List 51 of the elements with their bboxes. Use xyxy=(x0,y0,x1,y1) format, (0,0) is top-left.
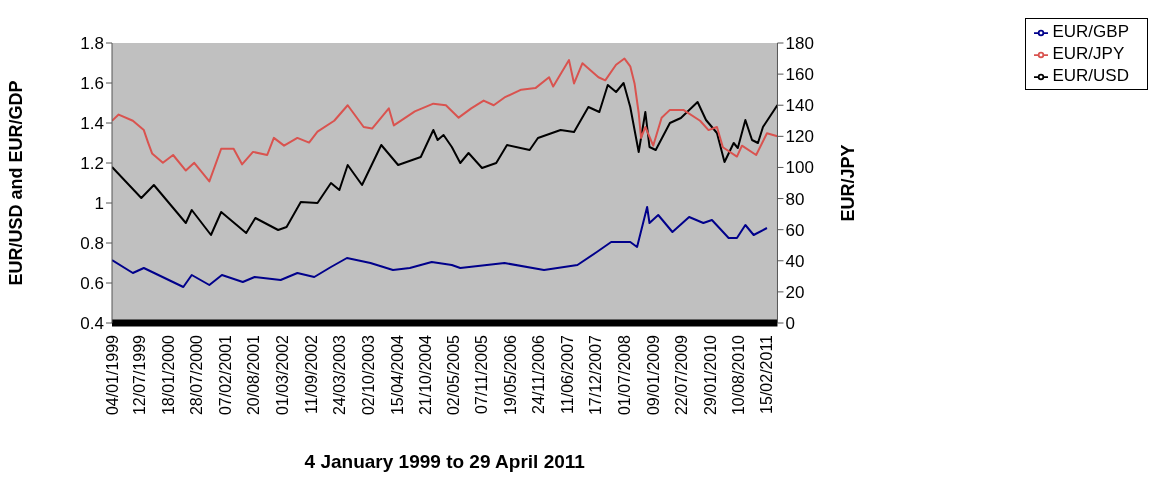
x-tick-label: 07/02/2001 xyxy=(216,334,234,416)
y2-tick-label: 20 xyxy=(785,282,805,302)
y2-tick-label: 140 xyxy=(785,96,814,116)
y-tick-label: 0.4 xyxy=(80,314,104,334)
legend-label: EUR/GBP xyxy=(1052,22,1129,41)
line-series xyxy=(112,206,768,288)
y-tick-label: 0.6 xyxy=(80,274,104,294)
line-series xyxy=(112,82,778,236)
y-axis-title: EUR/USD and EUR/GDP xyxy=(6,80,27,286)
y-tick-label: 1 xyxy=(94,194,104,214)
legend-label: EUR/USD xyxy=(1052,66,1129,85)
y2-tick-label: 80 xyxy=(785,189,805,209)
y2-tick-label: 0 xyxy=(785,314,795,334)
x-tick-label: 07/11/2005 xyxy=(473,334,491,414)
x-tick-label: 02/10/2003 xyxy=(359,334,377,416)
y-tick-label: 1.8 xyxy=(80,34,104,54)
x-tick-label: 11/06/2007 xyxy=(559,334,577,414)
y2-tick-label: 160 xyxy=(785,65,814,85)
x-tick-label: 29/01/2010 xyxy=(701,334,719,416)
x-tick-label: 15/02/2011 xyxy=(758,334,776,414)
x-tick-label: 24/03/2003 xyxy=(331,334,349,416)
x-tick-label: 20/08/2001 xyxy=(245,334,263,416)
x-tick-label: 01/03/2002 xyxy=(273,334,291,416)
y-tick-label: 1.4 xyxy=(80,114,104,134)
y2-tick-label: 180 xyxy=(785,34,814,54)
x-tick-label: 11/09/2002 xyxy=(302,334,320,414)
x-tick-label: 10/08/2010 xyxy=(730,334,748,416)
x-tick-label: 04/01/1999 xyxy=(103,334,121,416)
y2-tick-label: 40 xyxy=(785,251,805,271)
x-axis-title: 4 January 1999 to 29 April 2011 xyxy=(304,451,586,472)
y2-tick-label: 120 xyxy=(785,127,814,147)
y2-tick-label: 60 xyxy=(785,220,805,240)
y2-tick-label: 100 xyxy=(785,158,814,178)
x-tick-label: 19/05/2006 xyxy=(501,334,519,416)
x-tick-label: 09/01/2009 xyxy=(644,334,662,416)
x-tick-label: 17/12/2007 xyxy=(587,334,605,416)
y2-axis-title: EUR/JPY xyxy=(837,144,858,222)
y-tick-label: 0.8 xyxy=(80,234,104,254)
x-tick-label: 22/07/2009 xyxy=(673,334,691,416)
x-tick-label: 01/07/2008 xyxy=(616,334,634,416)
y-tick-label: 1.6 xyxy=(80,74,104,94)
x-tick-label: 15/04/2004 xyxy=(388,334,406,416)
x-tick-label: 24/11/2006 xyxy=(529,334,547,414)
x-tick-label: 18/01/2000 xyxy=(159,334,177,416)
x-tick-label: 28/07/2000 xyxy=(187,334,205,416)
legend-label: EUR/JPY xyxy=(1052,44,1125,63)
x-tick-label: 02/05/2005 xyxy=(445,334,463,416)
x-tick-label: 21/10/2004 xyxy=(416,334,434,416)
x-tick-label: 12/07/1999 xyxy=(131,334,149,416)
line-series xyxy=(112,57,778,183)
y-tick-label: 1.2 xyxy=(80,154,104,174)
